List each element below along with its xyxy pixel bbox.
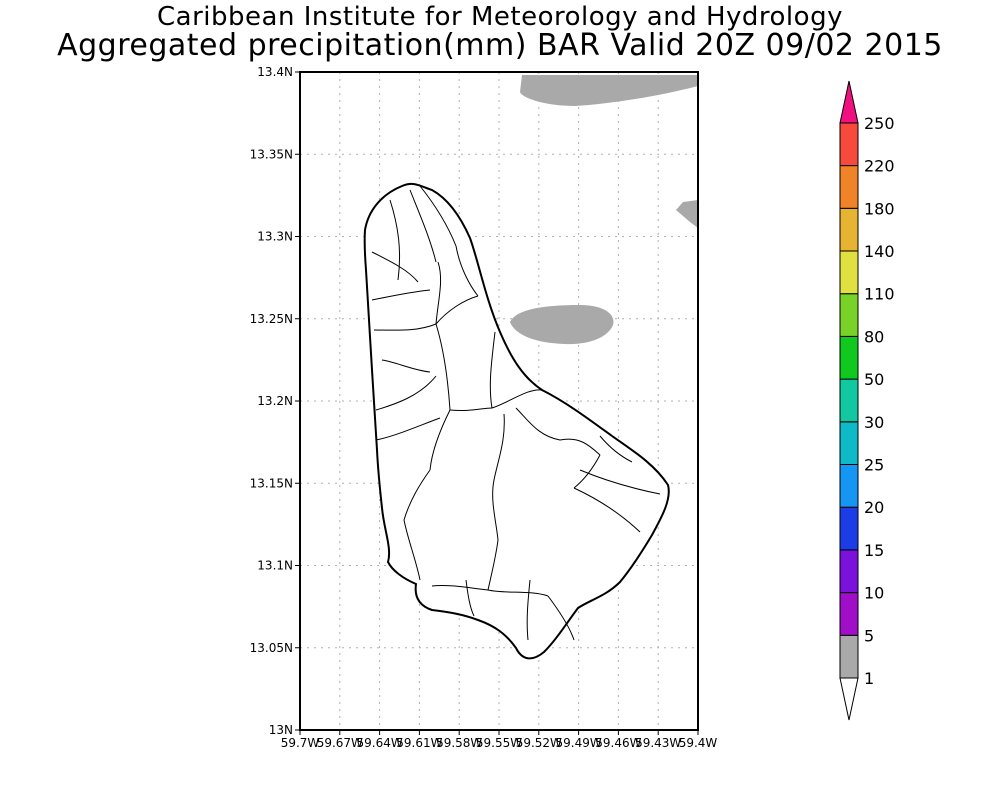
axis-tick-labels: 13.4N 13.35N 13.3N 13.25N 13.2N 13.15N 13.1N 13… <box>250 65 718 750</box>
colorbar-box <box>839 165 859 209</box>
lon-tick-label: 59.46W <box>595 736 641 750</box>
colorbar-box <box>839 293 859 337</box>
lat-tick-label: 13.3N <box>257 230 293 244</box>
colorbar-box <box>839 464 859 508</box>
colorbar-label: 5 <box>864 626 874 645</box>
lon-tick-label: 59.58W <box>436 736 482 750</box>
chart-title-line-1: Caribbean Institute for Meteorology and … <box>157 2 843 32</box>
colorbar-box <box>839 549 859 594</box>
watershed-boundaries <box>371 185 661 641</box>
lat-tick-label: 13.4N <box>257 65 293 79</box>
colorbar-box <box>839 634 859 679</box>
colorbar-box <box>839 250 859 295</box>
precip-area-east-edge <box>676 200 698 228</box>
colorbar-boxes <box>839 122 859 679</box>
colorbar-label: 25 <box>864 456 884 475</box>
colorbar-box <box>839 335 859 380</box>
lon-tick-label: 59.64W <box>356 736 402 750</box>
lat-tick-label: 13.1N <box>257 559 293 573</box>
colorbar-label: 80 <box>864 327 884 346</box>
precip-area-north <box>520 75 698 106</box>
lat-tick-label: 13.2N <box>257 394 293 408</box>
colorbar-label: 250 <box>864 114 895 133</box>
lon-tick-label: 59.61W <box>396 736 442 750</box>
colorbar-label: 140 <box>864 242 895 261</box>
lon-tick-label: 59.4W <box>679 736 718 750</box>
lat-tick-label: 13.05N <box>250 641 293 655</box>
colorbar-label: 30 <box>864 413 884 432</box>
precipitation-areas <box>510 75 698 345</box>
lat-tick-label: 13.15N <box>250 476 293 490</box>
colorbar-box <box>839 378 859 423</box>
lon-tick-label: 59.55W <box>476 736 522 750</box>
lat-tick-label: 13.35N <box>250 147 293 161</box>
lon-tick-label: 59.49W <box>555 736 601 750</box>
lon-tick-label: 59.52W <box>516 736 562 750</box>
colorbar-box <box>839 506 859 551</box>
colorbar-under-arrow <box>839 677 859 721</box>
colorbar-box <box>839 592 859 636</box>
colorbar-label: 110 <box>864 285 895 304</box>
lat-tick-label: 13N <box>269 723 293 737</box>
lon-tick-label: 59.7W <box>281 736 320 750</box>
colorbar-label: 10 <box>864 584 884 603</box>
barbados-coastline <box>363 182 670 660</box>
colorbar-label: 20 <box>864 498 884 517</box>
lon-tick-label: 59.67W <box>317 736 363 750</box>
colorbar-box <box>839 122 859 167</box>
colorbar-label: 220 <box>864 157 895 176</box>
colorbar-label: 1 <box>864 669 874 688</box>
precip-area-offshore <box>510 305 614 345</box>
colorbar-box <box>839 207 859 252</box>
colorbar-over-arrow <box>839 80 859 124</box>
colorbar-label: 180 <box>864 199 895 218</box>
colorbar-label: 15 <box>864 541 884 560</box>
lat-tick-label: 13.25N <box>250 312 293 326</box>
lon-tick-label: 59.43W <box>635 736 681 750</box>
colorbar-label: 50 <box>864 370 884 389</box>
chart-title-line-2: Aggregated precipitation(mm) BAR Valid 2… <box>57 28 943 63</box>
colorbar-box <box>839 421 859 465</box>
